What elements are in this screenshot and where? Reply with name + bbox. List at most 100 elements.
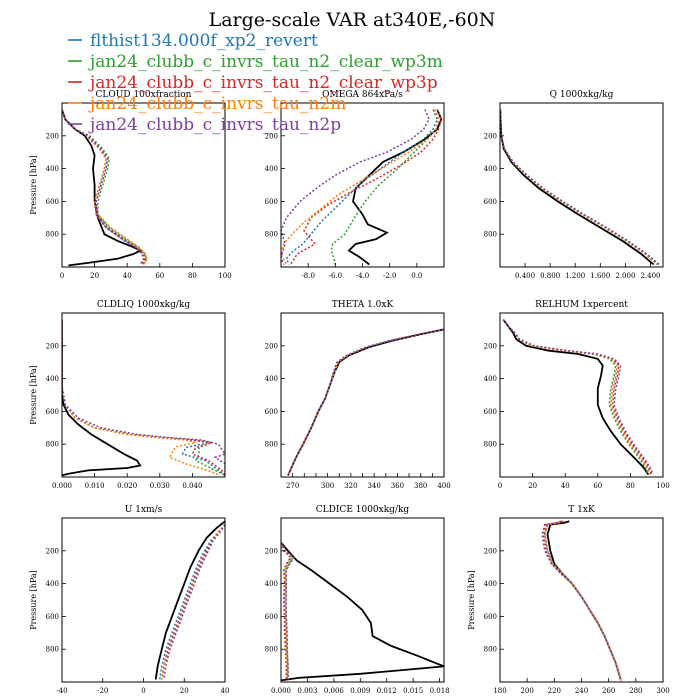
y-tick-label-theta-2: 600	[265, 408, 278, 416]
series-group	[281, 542, 444, 682]
panel-title-cldliq: CLDLIQ 1000xkg/kg	[97, 300, 191, 310]
x-tick-label-omega-4: 0.0	[411, 272, 422, 280]
y-tick-label-relhum-3: 800	[484, 441, 497, 449]
y-tick-label-cldice-1: 400	[265, 580, 278, 588]
x-tick-label-t-5: 280	[629, 687, 642, 695]
panel-title-u: U 1xm/s	[125, 505, 163, 515]
y-tick-label-cldliq-3: 800	[46, 441, 59, 449]
series-line-cloud-5	[62, 109, 145, 265]
x-tick-label-cldliq-3: 0.030	[150, 482, 170, 490]
series-group	[62, 319, 225, 477]
legend-label-2: jan24_clubb_c_invrs_tau_n2_clear_wp3p	[88, 73, 438, 93]
y-tick-label-relhum-1: 400	[484, 375, 497, 383]
panel-title-theta: THETA 1.0xK	[332, 300, 394, 310]
y-tick-label-cloud-2: 600	[46, 198, 59, 206]
series-line-relhum-0	[502, 319, 650, 476]
x-tick-label-u-1: -20	[97, 687, 108, 695]
y-tick-label-omega-1: 400	[265, 165, 278, 173]
y-tick-label-cloud-1: 400	[46, 165, 59, 173]
legend-label-3: jan24_clubb_c_invrs_tau_n2m	[88, 94, 346, 114]
y-tick-label-relhum-0: 200	[484, 342, 497, 350]
y-axis-label-cldliq: Pressure [hPa]	[29, 365, 38, 425]
x-tick-label-cldliq-4: 0.040	[182, 482, 202, 490]
series-group	[281, 109, 443, 266]
x-tick-label-q-0: 0.400	[515, 272, 535, 280]
x-tick-label-omega-0: -8.0	[301, 272, 315, 280]
x-tick-label-theta-7: 340	[367, 482, 380, 490]
y-axis-label-t: Pressure [hPa]	[467, 570, 476, 630]
y-tick-label-cldice-2: 600	[265, 613, 278, 621]
y-tick-label-q-2: 600	[484, 198, 497, 206]
series-line-u-1	[159, 524, 225, 680]
panel-title-relhum: RELHUM 1xpercent	[535, 300, 628, 310]
series-line-cldliq-5	[62, 319, 225, 476]
series-line-cldliq-0	[62, 319, 142, 477]
x-tick-label-relhum-0: 0	[498, 482, 502, 490]
x-tick-label-relhum-3: 60	[593, 482, 602, 490]
y-tick-label-omega-0: 200	[265, 132, 278, 140]
y-tick-label-theta-3: 800	[265, 441, 278, 449]
x-tick-label-t-2: 220	[548, 687, 561, 695]
panel-q: 0.400 0.800 1.200 1.600 2.000 2.400 200 400 600 8…	[484, 90, 664, 280]
y-tick-label-omega-2: 600	[265, 198, 278, 206]
x-tick-label-theta-5: 320	[344, 482, 357, 490]
series-group	[62, 109, 148, 267]
x-tick-label-cloud-4: 80	[188, 272, 197, 280]
x-tick-label-cloud-3: 60	[155, 272, 164, 280]
panel-title-cloud: CLOUD 100xfraction	[96, 90, 192, 100]
series-line-cldliq-4	[62, 319, 219, 476]
series-group	[502, 319, 654, 476]
series-line-omega-1	[285, 109, 439, 265]
series-group	[541, 520, 622, 681]
x-tick-label-q-2: 1.200	[565, 272, 585, 280]
y-tick-label-u-1: 400	[46, 580, 59, 588]
y-tick-label-t-2: 600	[484, 613, 497, 621]
legend-label-1: jan24_clubb_c_invrs_tau_n2_clear_wp3m	[88, 52, 443, 72]
series-line-omega-5	[281, 109, 430, 265]
panel-title-t: T 1xK	[568, 505, 595, 515]
x-tick-label-relhum-2: 40	[561, 482, 570, 490]
y-tick-label-cloud-0: 200	[46, 132, 59, 140]
y-tick-label-cldliq-2: 600	[46, 408, 59, 416]
x-tick-label-q-5: 2.400	[640, 272, 660, 280]
y-tick-label-t-1: 400	[484, 580, 497, 588]
x-tick-label-theta-9: 360	[391, 482, 404, 490]
legend-label-4: jan24_clubb_c_invrs_tau_n2p	[88, 115, 341, 135]
series-line-t-5	[541, 520, 622, 681]
y-axis-label-u: Pressure [hPa]	[29, 570, 38, 630]
x-tick-label-cloud-5: 100	[218, 272, 231, 280]
x-tick-label-cloud-2: 40	[123, 272, 132, 280]
y-tick-label-u-2: 600	[46, 613, 59, 621]
panel-cldliq: 0.000 0.010 0.020 0.030 0.040 200 400 600 800 CLD…	[29, 300, 226, 490]
series-line-cldice-5	[281, 542, 296, 680]
y-tick-label-cldice-0: 200	[265, 547, 278, 555]
x-tick-label-theta-13: 400	[437, 482, 450, 490]
x-tick-label-theta-0: 270	[286, 482, 299, 490]
plot-frame-cldliq	[61, 312, 226, 478]
x-tick-label-relhum-5: 100	[656, 482, 669, 490]
figure-title: Large-scale VAR at340E,-60N	[209, 9, 496, 31]
panel-title-omega: OMEGA 864xPa/s	[322, 90, 403, 100]
x-tick-label-omega-1: -6.0	[329, 272, 343, 280]
plot-frame-q	[499, 102, 664, 268]
panel-u: -40 -20 0 20 40 200 400 600 800 U 1xm/s Pressure […	[29, 505, 229, 695]
x-tick-label-t-6: 300	[656, 687, 669, 695]
series-line-u-3	[161, 524, 225, 680]
plot-frame-cloud	[61, 102, 226, 268]
series-group	[287, 328, 444, 476]
series-line-cldice-0	[281, 542, 444, 682]
x-tick-label-theta-3: 300	[321, 482, 334, 490]
x-tick-label-cldice-6: 0.018	[430, 687, 450, 695]
panel-cldice: 0.000 0.003 0.006 0.009 0.012 0.015 0.018 200 40…	[265, 505, 450, 695]
y-tick-label-q-1: 400	[484, 165, 497, 173]
x-tick-label-cldliq-2: 0.020	[117, 482, 137, 490]
x-tick-label-omega-3: -2.0	[383, 272, 397, 280]
series-line-u-0	[154, 520, 225, 680]
panel-theta: 270 300 320 340 360 380 400 200 400 600 800 THETA 1…	[265, 300, 451, 490]
x-tick-label-q-4: 2.000	[615, 272, 635, 280]
x-tick-label-omega-2: -4.0	[356, 272, 370, 280]
panel-cloud: 0 20 40 60 80 100 200 400 600 800 CLOUD 100xfracti…	[29, 90, 232, 280]
x-tick-label-t-4: 260	[602, 687, 615, 695]
x-tick-label-cldice-0: 0.000	[271, 687, 291, 695]
